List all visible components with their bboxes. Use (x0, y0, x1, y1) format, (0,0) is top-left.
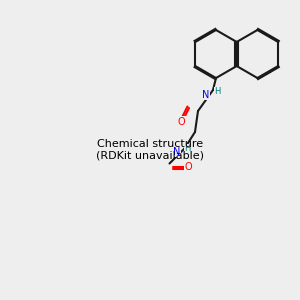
Text: N: N (173, 146, 181, 157)
Text: H: H (214, 87, 221, 96)
Text: H: H (184, 144, 191, 153)
Text: O: O (184, 162, 192, 172)
Text: O: O (178, 116, 185, 127)
Text: N: N (202, 89, 209, 100)
Text: Chemical structure
(RDKit unavailable): Chemical structure (RDKit unavailable) (96, 139, 204, 161)
